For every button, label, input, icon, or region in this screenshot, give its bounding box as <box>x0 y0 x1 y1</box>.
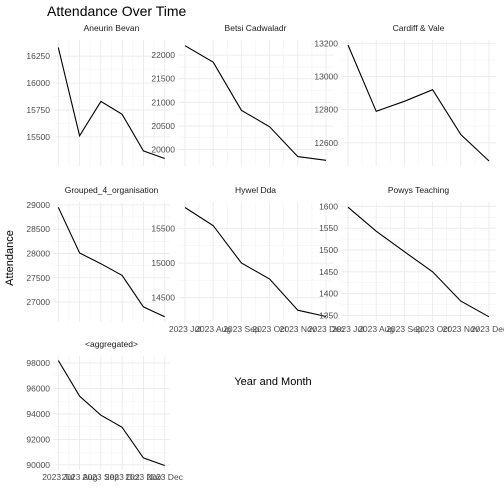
y-tick-label: 1400 <box>319 289 338 299</box>
facet-strip-label: Grouped_4_organisation <box>65 185 159 195</box>
x-tick-label: 2023 Aug <box>195 324 231 334</box>
x-tick-label: 2023 Oct <box>252 324 287 334</box>
series-line <box>57 47 165 160</box>
y-tick-label: 28000 <box>26 248 50 258</box>
y-tick-label: 13200 <box>314 38 338 48</box>
facet-panel-3: Grouped_4_organisation 27000 27500 28000 285… <box>26 185 170 322</box>
series-line <box>347 44 490 162</box>
y-tick-label: 29000 <box>26 200 50 210</box>
y-tick-label: 16250 <box>26 51 50 61</box>
y-tick-label: 14500 <box>151 293 175 303</box>
y-tick-label: 13000 <box>314 71 338 81</box>
facet-panel-5: Powys Teaching 1350 1400 1450 1500 1550 1600 20… <box>319 185 504 334</box>
x-tick-label: 2023 Sep <box>223 324 260 334</box>
x-tick-label: 2023 Nov <box>280 324 317 334</box>
x-tick-label: 2023 Jul <box>42 472 74 482</box>
facet-strip-label: Betsi Cadwaladr <box>225 23 287 33</box>
y-tick-label: 98000 <box>26 358 50 368</box>
facet-panel-1: Betsi Cadwaladr 20000 20500 21000 21500 22000 <box>151 23 333 166</box>
facet-strip-label: Aneurin Bevan <box>84 23 140 33</box>
x-tick-label: 2023 Dec <box>471 324 504 334</box>
y-tick-label: 1450 <box>319 267 338 277</box>
y-tick-label: 27000 <box>26 297 50 307</box>
y-axis-title: Attendance <box>4 230 16 286</box>
y-tick-label: 15500 <box>26 132 50 142</box>
y-tick-label: 1500 <box>319 245 338 255</box>
y-tick-label: 21500 <box>151 74 175 84</box>
chart-title: Attendance Over Time <box>47 3 187 19</box>
x-tick-label: 2023 Sep <box>386 324 423 334</box>
facet-strip-label: Powys Teaching <box>388 185 450 195</box>
x-tick-label: 2023 Jul <box>169 324 201 334</box>
series-line <box>57 360 165 467</box>
x-tick-label: 2023 Aug <box>358 324 394 334</box>
y-tick-label: 28500 <box>26 224 50 234</box>
x-tick-label: 2023 Dec <box>308 324 345 334</box>
y-tick-label: 96000 <box>26 383 50 393</box>
facet-panel-2: Cardiff & Vale 12600 12800 13000 13200 <box>314 23 496 166</box>
x-axis-title: Year and Month <box>234 376 311 388</box>
y-tick-label: 20000 <box>151 144 175 154</box>
y-tick-label: 20500 <box>151 121 175 131</box>
facet-panels: Aneurin Bevan 15500 15750 16000 16250 Betsi C… <box>26 23 504 482</box>
series-line <box>57 207 165 318</box>
y-tick-label: 1350 <box>319 310 338 320</box>
y-tick-label: 1600 <box>319 201 338 211</box>
facet-panel-6: <aggregated> 90000 92000 94000 96000 98000 202… <box>26 339 183 482</box>
x-tick-label: 2023 Aug <box>62 472 98 482</box>
y-tick-label: 1550 <box>319 223 338 233</box>
y-tick-label: 21000 <box>151 97 175 107</box>
series-line <box>184 45 327 161</box>
facet-panel-0: Aneurin Bevan 15500 15750 16000 16250 <box>26 23 170 166</box>
y-tick-label: 27500 <box>26 273 50 283</box>
series-line <box>184 207 327 318</box>
x-tick-label: 2023 Dec <box>147 472 184 482</box>
y-tick-label: 15750 <box>26 105 50 115</box>
facet-strip-label: <aggregated> <box>85 339 138 349</box>
x-tick-label: 2023 Nov <box>443 324 480 334</box>
facet-strip-label: Cardiff & Vale <box>393 23 445 33</box>
x-tick-label: 2023 Sep <box>83 472 120 482</box>
x-tick-label: 2023 Nov <box>125 472 162 482</box>
x-tick-label: 2023 Jul <box>332 324 364 334</box>
facet-strip-label: Hywel Dda <box>235 185 276 195</box>
y-tick-label: 12600 <box>314 138 338 148</box>
x-tick-label: 2023 Oct <box>415 324 450 334</box>
x-tick-label: 2023 Oct <box>105 472 140 482</box>
y-tick-label: 22000 <box>151 50 175 60</box>
y-tick-label: 92000 <box>26 434 50 444</box>
y-tick-label: 90000 <box>26 460 50 470</box>
y-tick-label: 12800 <box>314 105 338 115</box>
y-tick-label: 15500 <box>151 223 175 233</box>
y-tick-label: 15000 <box>151 258 175 268</box>
y-tick-label: 94000 <box>26 409 50 419</box>
y-tick-label: 16000 <box>26 78 50 88</box>
series-line <box>347 206 490 318</box>
